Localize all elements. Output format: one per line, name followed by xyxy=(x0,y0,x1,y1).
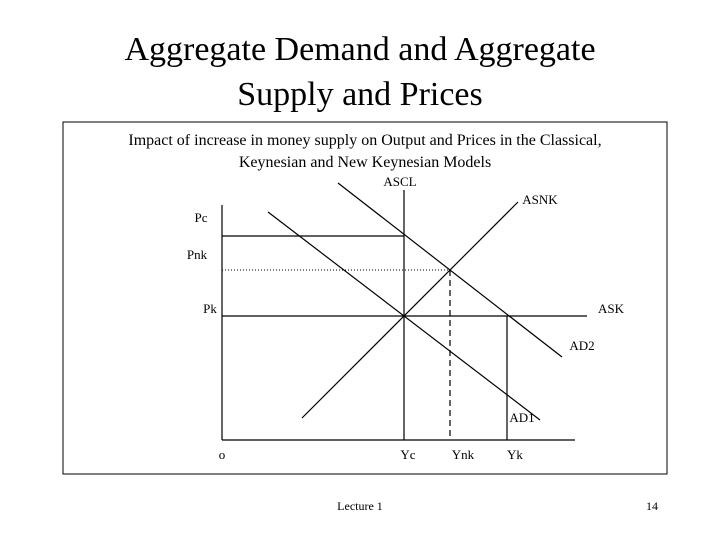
curve-label: AD1 xyxy=(509,410,534,425)
figure-frame xyxy=(62,121,668,475)
price-label: Pk xyxy=(203,301,217,316)
price-label: Pc xyxy=(195,210,208,225)
asnk-curve xyxy=(301,201,519,419)
page-number: 14 xyxy=(646,499,658,513)
caption: Impact of increase in money supply on Ou… xyxy=(128,132,601,149)
curve-label: AD2 xyxy=(569,338,594,353)
output-label: Yc xyxy=(400,447,415,462)
title: Supply and Prices xyxy=(237,76,483,113)
output-label: Yk xyxy=(507,447,523,462)
curve-label: ASNK xyxy=(522,192,558,207)
curve-label: ASCL xyxy=(383,174,416,189)
caption: Keynesian and New Keynesian Models xyxy=(239,154,491,171)
price-label: Pnk xyxy=(187,247,208,262)
output-label: Ynk xyxy=(452,447,475,462)
footer-text: Lecture 1 xyxy=(337,499,383,513)
output-label: o xyxy=(219,447,226,462)
curve-label: ASK xyxy=(598,301,625,316)
title: Aggregate Demand and Aggregate xyxy=(124,31,595,68)
